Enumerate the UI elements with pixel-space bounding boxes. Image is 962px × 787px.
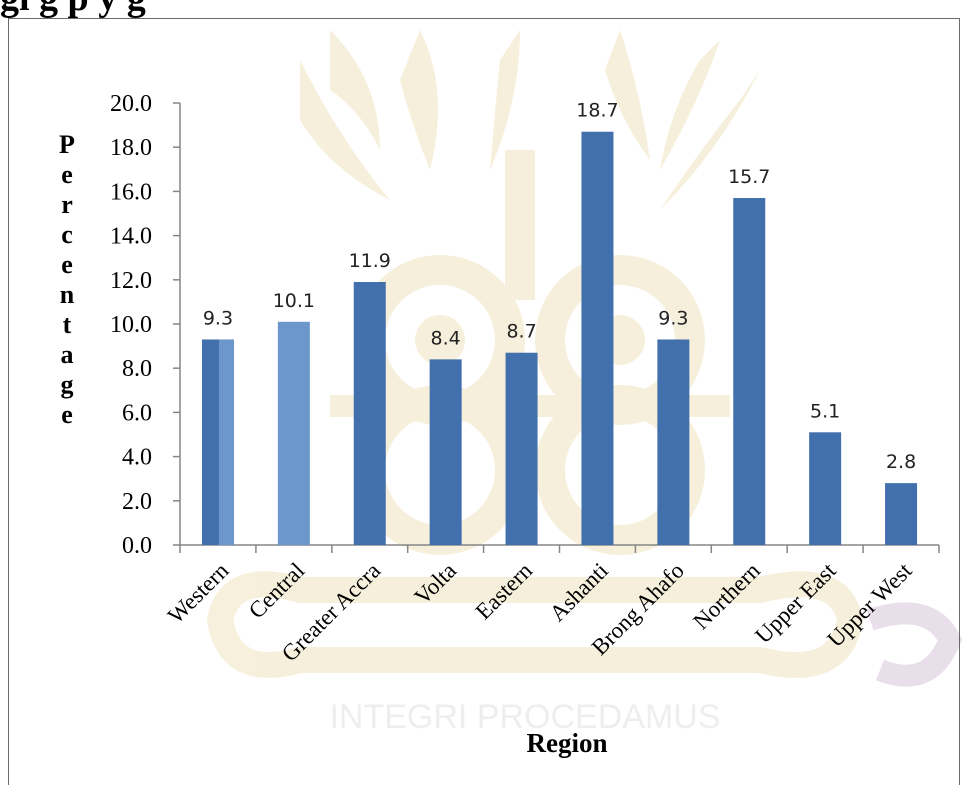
bar bbox=[277, 321, 310, 545]
y-axis-title-letter: e bbox=[61, 400, 73, 429]
data-label: 9.3 bbox=[203, 307, 233, 329]
y-axis-title-letter: e bbox=[61, 250, 73, 279]
y-tick-label: 6.0 bbox=[122, 400, 152, 426]
data-label: 11.9 bbox=[349, 250, 391, 272]
crest-motto: INTEGRI PROCEDAMUS bbox=[329, 698, 720, 736]
data-label: 10.1 bbox=[273, 290, 315, 312]
y-axis-title-letter: r bbox=[61, 190, 73, 219]
chart-frame bbox=[8, 18, 960, 785]
y-axis-title-letter: n bbox=[60, 280, 75, 309]
y-tick-label: 4.0 bbox=[122, 445, 152, 471]
crest-purple-swirl bbox=[866, 602, 962, 687]
data-label: 2.8 bbox=[886, 451, 916, 473]
data-label: 8.4 bbox=[431, 327, 461, 349]
data-label: 15.7 bbox=[728, 166, 770, 188]
bar bbox=[353, 282, 386, 545]
y-axis-title-letter: a bbox=[61, 340, 74, 369]
data-label: 5.1 bbox=[810, 400, 840, 422]
y-axis-title-letter: P bbox=[59, 130, 75, 159]
bar bbox=[809, 432, 842, 545]
data-label: 18.7 bbox=[576, 100, 618, 122]
bar bbox=[733, 198, 766, 545]
y-axis-title-letter: c bbox=[61, 220, 73, 249]
y-tick-label: 0.0 bbox=[122, 533, 152, 559]
y-tick-label: 10.0 bbox=[110, 312, 152, 338]
bar bbox=[581, 131, 614, 546]
y-tick-label: 20.0 bbox=[110, 91, 152, 117]
x-axis-title: Region bbox=[527, 728, 608, 758]
bar bbox=[505, 352, 538, 545]
y-axis-title-letter: e bbox=[61, 160, 73, 189]
y-tick-label: 18.0 bbox=[110, 135, 152, 161]
bar bbox=[429, 359, 462, 545]
data-label: 9.3 bbox=[658, 307, 688, 329]
y-tick-label: 16.0 bbox=[110, 179, 152, 205]
figure-heading: gi g p y g bbox=[0, 0, 962, 32]
data-label: 8.7 bbox=[506, 321, 536, 343]
y-tick-label: 8.0 bbox=[122, 356, 152, 382]
y-axis-title-letter: t bbox=[63, 310, 72, 339]
y-tick-label: 14.0 bbox=[110, 224, 152, 250]
y-tick-label: 12.0 bbox=[110, 268, 152, 294]
bar bbox=[885, 483, 918, 545]
y-axis-title-letter: g bbox=[61, 370, 74, 399]
bar-highlight bbox=[218, 339, 234, 545]
bar bbox=[657, 339, 690, 545]
y-tick-label: 2.0 bbox=[122, 489, 152, 515]
